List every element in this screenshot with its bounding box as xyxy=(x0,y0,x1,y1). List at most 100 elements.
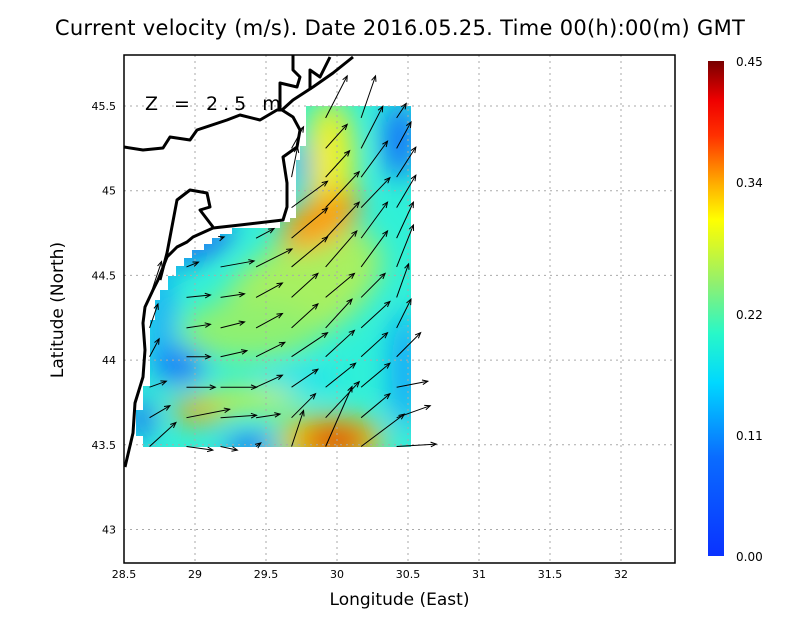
x-tick-label: 30 xyxy=(330,568,344,581)
velocity-arrow xyxy=(291,180,329,209)
velocity-arrow xyxy=(186,292,212,299)
arrow-shaft xyxy=(220,446,238,451)
arrow-shaft xyxy=(396,380,428,388)
arrow-shaft xyxy=(325,201,360,239)
velocity-arrow xyxy=(325,329,356,358)
velocity-arrow xyxy=(396,146,417,178)
arrow-shaft xyxy=(291,236,328,268)
arrow-shaft xyxy=(360,273,386,298)
arrow-head xyxy=(347,385,353,393)
velocity-arrow xyxy=(291,236,329,268)
arrow-head xyxy=(154,337,160,345)
velocity-arrow xyxy=(186,322,212,329)
arrow-head xyxy=(408,223,415,231)
arrow-head xyxy=(371,74,377,82)
arrow-head xyxy=(231,446,239,452)
arrow-head xyxy=(293,145,300,154)
arrow-shaft xyxy=(291,273,319,298)
arrow-shaft xyxy=(291,180,328,209)
velocity-arrow xyxy=(396,297,412,329)
arrow-shaft xyxy=(396,103,407,119)
arrow-shaft xyxy=(325,386,353,447)
velocity-arrow xyxy=(360,176,391,208)
arrow-shaft xyxy=(149,338,160,357)
arrow-head xyxy=(406,297,412,306)
arrow-head xyxy=(384,362,391,369)
arrow-head xyxy=(276,282,284,289)
arrow-head xyxy=(384,392,391,400)
y-tick-label: 44 xyxy=(102,354,116,367)
grid-lines xyxy=(124,55,675,563)
arrow-shaft xyxy=(325,381,360,419)
arrow-shaft xyxy=(325,171,360,208)
arrow-shaft xyxy=(255,341,286,358)
arrow-shaft xyxy=(149,405,171,419)
arrow-shaft xyxy=(255,313,283,329)
x-tick-label: 32 xyxy=(614,568,628,581)
arrow-shaft xyxy=(325,329,355,358)
velocity-arrow xyxy=(255,248,294,268)
arrow-head xyxy=(404,262,410,270)
arrow-head xyxy=(343,149,351,157)
velocity-arrow xyxy=(360,74,377,119)
arrow-head xyxy=(410,174,417,182)
arrow-head xyxy=(406,120,412,128)
arrow-head xyxy=(204,353,212,360)
arrow-head xyxy=(276,374,284,380)
arrow-head xyxy=(353,170,361,178)
arrow-shaft xyxy=(186,445,213,451)
arrow-shaft xyxy=(149,422,177,447)
velocity-arrow xyxy=(255,374,284,388)
arrow-shaft xyxy=(255,413,281,419)
arrow-head xyxy=(382,140,389,148)
arrow-head xyxy=(153,302,159,310)
velocity-arrow xyxy=(396,379,430,388)
arrow-shaft xyxy=(396,298,412,329)
velocity-arrow xyxy=(220,446,239,452)
velocity-arrow xyxy=(255,412,282,419)
velocity-arrow xyxy=(149,421,177,447)
arrow-head xyxy=(430,441,438,448)
arrow-shaft xyxy=(220,293,245,298)
colorbar xyxy=(708,61,724,556)
arrow-head xyxy=(341,123,349,131)
velocity-arrow xyxy=(255,312,284,329)
velocity-arrow xyxy=(149,302,159,329)
arrow-head xyxy=(170,421,177,429)
arrow-shaft xyxy=(396,224,414,268)
x-tick-label: 30.5 xyxy=(396,568,421,581)
velocity-arrow xyxy=(220,291,246,298)
colorbar-tick-label: 0.34 xyxy=(736,176,763,190)
arrow-shaft xyxy=(360,393,391,419)
velocity-arrow xyxy=(291,392,317,419)
velocity-arrow xyxy=(325,229,358,268)
arrow-head xyxy=(192,261,200,267)
velocity-arrow xyxy=(291,368,320,388)
arrow-shaft xyxy=(291,393,316,419)
arrow-shaft xyxy=(396,121,412,149)
arrow-head xyxy=(353,380,361,388)
velocity-arrow xyxy=(220,349,249,358)
velocity-vectors xyxy=(149,74,438,453)
arrow-head xyxy=(218,235,226,242)
arrow-head xyxy=(163,405,172,411)
arrow-head xyxy=(298,125,305,133)
colorbar-tick-label: 0.00 xyxy=(736,550,763,564)
colorbar-ticks: 0.00 0.11 0.22 0.34 0.45 xyxy=(736,55,763,564)
arrow-shaft xyxy=(291,207,328,239)
arrow-head xyxy=(286,248,294,254)
arrow-shaft xyxy=(149,261,163,298)
velocity-arrow xyxy=(360,229,389,268)
arrow-head xyxy=(353,201,361,208)
velocity-arrow xyxy=(325,272,356,298)
arrow-shaft xyxy=(396,174,417,208)
velocity-arrow xyxy=(325,362,357,388)
x-tick-label: 31 xyxy=(472,568,486,581)
velocity-arrow xyxy=(360,300,391,329)
velocity-arrow xyxy=(291,207,329,239)
arrow-shaft xyxy=(186,261,199,268)
x-axis-ticks: 28.5 29 29.5 30 30.5 31 31.5 32 xyxy=(112,568,628,581)
arrow-head xyxy=(309,392,317,400)
